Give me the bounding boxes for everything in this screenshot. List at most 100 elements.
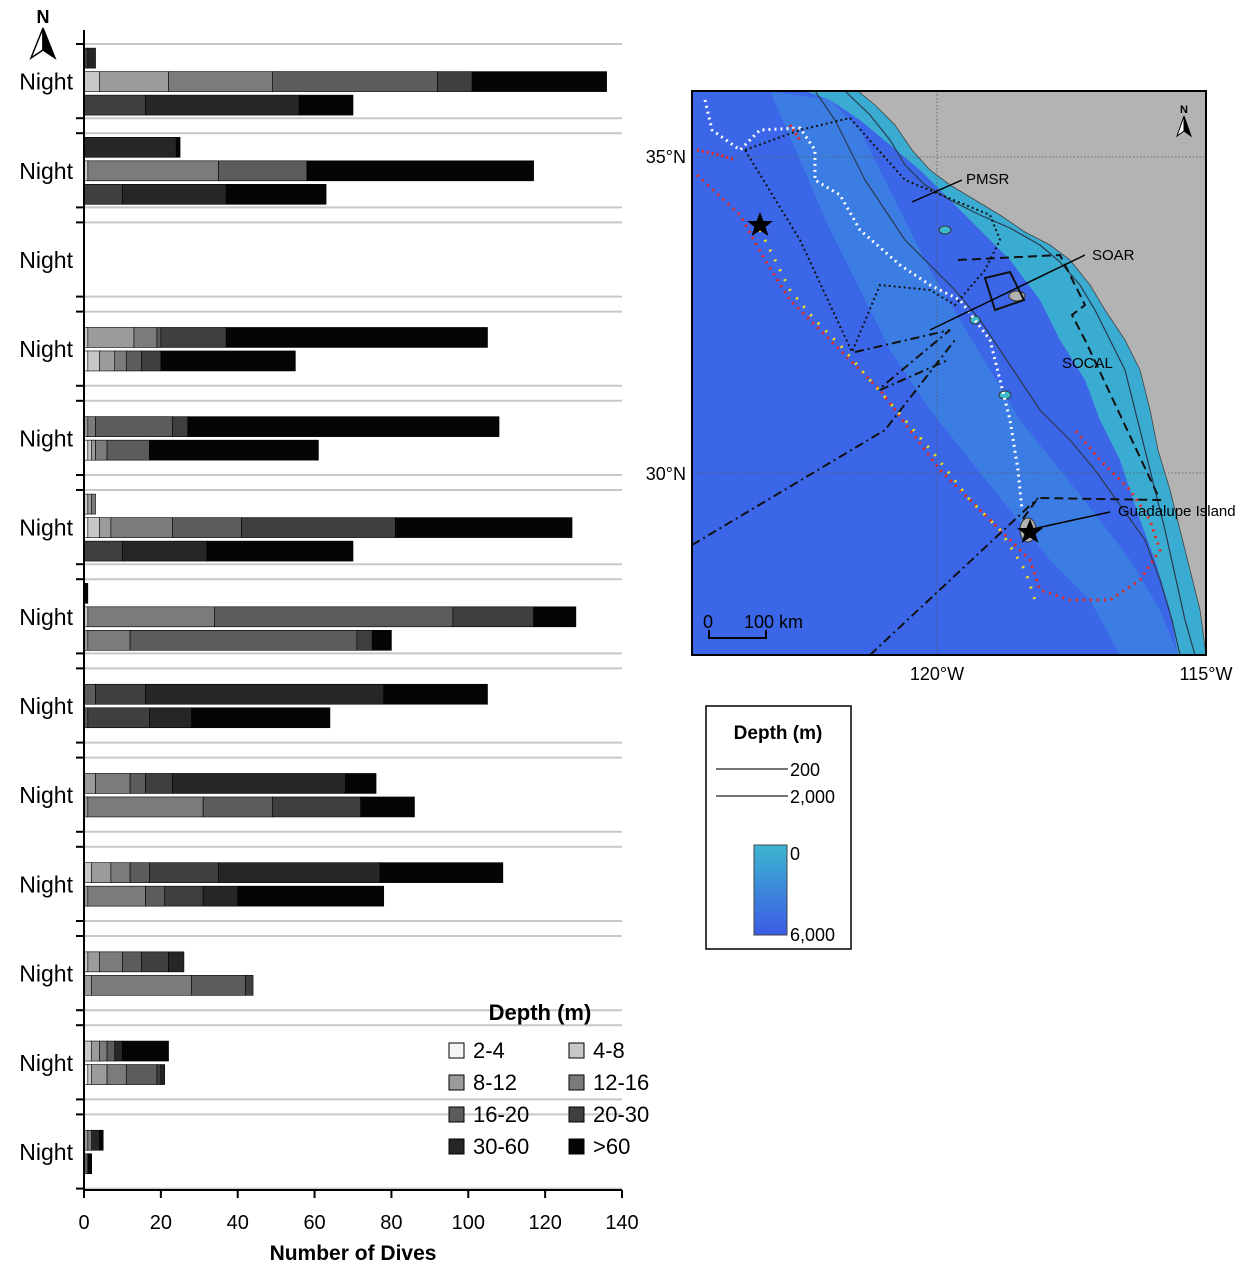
legend-label: 4-8 — [593, 1038, 625, 1063]
bar-segment-12-16 — [106, 1064, 127, 1085]
bathymetry-legend: Depth (m) 200 2,000 0 6,000 — [705, 705, 852, 950]
bar-segment-30-60 — [145, 683, 385, 705]
bar-segment-20-30 — [271, 796, 361, 818]
bar-segment-12-16 — [87, 416, 96, 437]
bar-segment-16-20 — [145, 885, 166, 907]
bar-segment-12-16 — [133, 327, 158, 348]
bar-segment-20-30 — [160, 327, 227, 348]
bar-segment-8-12 — [99, 517, 112, 538]
legend-title: Depth (m) — [489, 1000, 592, 1025]
bar-segment-16-20 — [202, 796, 273, 818]
bar-segment->60 — [225, 184, 327, 205]
legend-label: 30-60 — [473, 1134, 529, 1159]
row-label: Night — [19, 336, 73, 362]
north-arrow-icon: N — [29, 7, 57, 60]
contour-200m — [844, 91, 1196, 655]
scale-bar — [708, 630, 767, 639]
bar-segment-20-30 — [356, 629, 373, 651]
bar-segment-20-30 — [452, 606, 534, 628]
bar-segment->60 — [371, 629, 392, 651]
row-label: Night — [19, 604, 73, 630]
bar-segment-4-8 — [83, 1040, 92, 1062]
bar-segment-12-16 — [114, 350, 127, 372]
bar-segment-20-30 — [172, 416, 189, 437]
bar-segment->60 — [383, 683, 488, 705]
bar-segment->60 — [533, 606, 577, 628]
bar-segment-20-30 — [145, 773, 173, 794]
bar-segment-20-30 — [95, 683, 146, 705]
bar-segment-30-60 — [160, 1064, 166, 1085]
bar-segment-12-16 — [91, 975, 192, 996]
row-label: Night — [19, 1050, 73, 1076]
bar-segment-20-30 — [87, 707, 150, 729]
bar-segment-12-16 — [87, 160, 219, 182]
lon-label-115w: 115°W — [1180, 664, 1233, 684]
bar-segment->60 — [99, 1129, 104, 1151]
bar-stacks — [83, 47, 607, 1175]
bar-segment-16-20 — [218, 160, 308, 182]
legend-swatch — [568, 1106, 585, 1123]
red-yellow-track — [695, 173, 1162, 602]
pmsr-boundary — [744, 116, 1002, 355]
bar-segment-16-20 — [95, 416, 173, 437]
bar-segment-30-60 — [172, 773, 346, 794]
row-label: Night — [19, 247, 73, 273]
legend-swatch — [568, 1138, 585, 1155]
bar-segment-30-60 — [145, 94, 300, 116]
bar-segment-8-12 — [83, 773, 96, 794]
x-tick-label: 40 — [227, 1212, 249, 1234]
bar-segment-8-12 — [91, 1040, 100, 1062]
row-label: Night — [19, 871, 73, 897]
label-guadalupe-island: Guadalupe Island — [1118, 503, 1236, 520]
map-frame — [691, 90, 1207, 656]
bar-segment-16-20 — [106, 1040, 116, 1062]
bar-segment-12-16 — [87, 796, 204, 818]
bar-segment->60 — [187, 416, 500, 437]
x-tick-label: 60 — [303, 1212, 325, 1234]
bar-segment-30-60 — [168, 951, 185, 973]
bar-segment->60 — [394, 517, 573, 538]
bar-segment-4-8 — [87, 350, 100, 372]
row-label: Night — [19, 515, 73, 541]
bar-segment->60 — [149, 439, 319, 461]
x-tick-label: 140 — [605, 1212, 638, 1234]
legend-swatch — [448, 1074, 465, 1091]
socal-boundary — [957, 253, 1162, 521]
bar-segment-20-30 — [437, 71, 473, 92]
bar-segment-30-60 — [91, 1129, 100, 1151]
x-axis-title: Number of Dives — [270, 1242, 437, 1265]
bar-segment->60 — [237, 885, 385, 907]
bar-segment-12-16 — [110, 517, 173, 538]
white-track — [703, 99, 1024, 511]
bar-segment-8-12 — [91, 439, 96, 461]
bar-segment-30-60 — [122, 184, 227, 205]
row-tick-marks — [76, 43, 84, 1190]
bar-segment->60 — [160, 350, 296, 372]
bar-segment-30-60 — [83, 137, 177, 158]
bar-segment->60 — [175, 137, 181, 158]
bar-segment-4-8 — [87, 517, 100, 538]
legend-swatch — [568, 1042, 585, 1059]
bar-segment->60 — [306, 160, 534, 182]
row-label: Night — [19, 69, 73, 95]
bar-segment->60 — [191, 707, 331, 729]
north-label: N — [37, 7, 50, 27]
x-tick-label: 0 — [78, 1212, 89, 1234]
bathymetry-legend-title: Depth (m) — [734, 723, 823, 744]
colorbar-max-label: 6,000 — [790, 925, 835, 945]
bar-segment-12-16 — [99, 951, 123, 973]
bar-segment-4-8 — [87, 439, 92, 461]
bar-segment-16-20 — [129, 862, 150, 883]
bar-segment-20-30 — [245, 975, 254, 996]
bar-segment-12-16 — [110, 862, 131, 883]
legend-swatch — [448, 1042, 465, 1059]
bar-segment-20-30 — [164, 885, 204, 907]
bar-segment-16-20 — [125, 1064, 158, 1085]
bar-segment-4-8 — [87, 1064, 92, 1085]
bar-segment-16-20 — [214, 606, 454, 628]
warning-area-lines — [692, 329, 1039, 655]
row-label: Night — [19, 782, 73, 808]
bar-segment-8-12 — [87, 951, 100, 973]
bar-segment-12-16 — [87, 885, 146, 907]
row-label: Night — [19, 1139, 73, 1165]
